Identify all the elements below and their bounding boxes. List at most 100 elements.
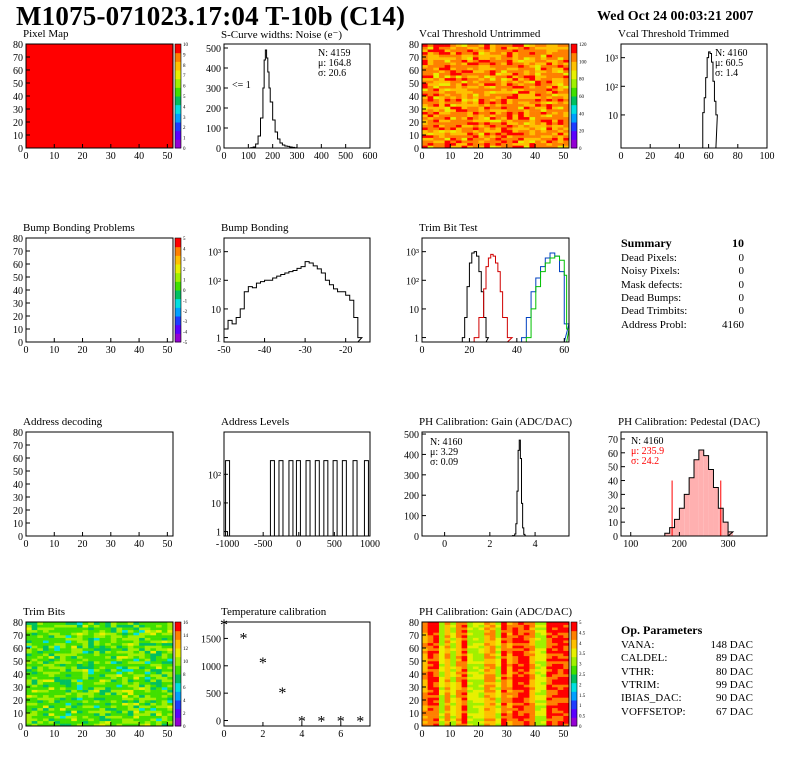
plot-frame [223, 431, 371, 537]
scatter-point: * [259, 655, 267, 672]
x-tick-label: -30 [298, 345, 311, 356]
y-tick-label: 60 [13, 644, 23, 655]
z-tick-label: 7 [183, 74, 186, 79]
x-tick-label: 30 [106, 345, 116, 356]
y-tick-label: 400 [404, 450, 419, 461]
y-tick-label: 20 [409, 696, 419, 707]
y-tick-label: 200 [404, 491, 419, 502]
z-tick-label: -2 [183, 310, 188, 315]
y-tick-label: 0 [18, 532, 23, 543]
z-tick-label: 3 [183, 258, 186, 263]
y-tick-label: 10 [13, 519, 23, 530]
y-tick-label: 10 [608, 111, 618, 122]
panel-ph-gain-map: PH Calibration: Gain (ADC/DAC) 0 10 20 30 40 5… [409, 606, 586, 740]
op-param-label: CALDEL: [621, 652, 668, 665]
x-tick-label: 500 [327, 539, 342, 550]
y-tick-label: 50 [13, 79, 23, 90]
x-tick-label: 300 [721, 539, 736, 550]
y-tick-label: 0 [216, 717, 221, 728]
y-tick-label: 80 [13, 40, 23, 51]
address-level-peak [314, 460, 320, 536]
z-tick-label: 0 [579, 725, 582, 730]
z-tick-label: 2 [579, 683, 582, 688]
y-tick-label: 50 [13, 273, 23, 284]
y-tick-label: 50 [608, 463, 618, 474]
x-tick-label: 30 [106, 539, 116, 550]
x-tick-label: 0 [296, 539, 301, 550]
x-tick-label: 50 [162, 151, 172, 162]
y-tick-label: 10 [13, 131, 23, 142]
plot-frame [25, 237, 174, 343]
address-level-peak [323, 460, 329, 536]
chart-svg: 0 100 200 300 400 500 600 0 100 200 300 400 500 N: 41… [206, 43, 378, 162]
y-tick-label: 20 [409, 118, 419, 129]
summary-row-label: Noisy Pixels: [621, 265, 680, 278]
z-tick-label: 5 [183, 237, 186, 242]
y-tick-label: 70 [13, 441, 23, 452]
x-tick-label: 10 [49, 151, 59, 162]
x-tick-label: 4 [533, 539, 538, 550]
op-param-value: 67 DAC [716, 705, 753, 718]
summary-row-value: 0 [738, 252, 745, 264]
y-tick-label: 0 [414, 144, 419, 155]
y-tick-label: 0 [414, 532, 419, 543]
pedestal-bar-fill [689, 477, 694, 536]
y-tick-label: 500 [206, 44, 221, 55]
x-tick-label: 0 [222, 729, 227, 740]
x-tick-label: 20 [474, 729, 484, 740]
x-tick-label: 80 [733, 151, 743, 162]
op-param-label: VTHR: [621, 665, 654, 678]
y-tick-label: 10 [211, 305, 221, 316]
scatter-point: * [239, 630, 247, 647]
y-tick-label: 30 [13, 299, 23, 310]
pedestal-bar-fill [703, 455, 709, 536]
y-tick-label: 60 [13, 260, 23, 271]
summary-row-label: Mask defects: [621, 278, 683, 291]
x-tick-label: -20 [339, 345, 352, 356]
op-param-label: VOFFSETOP: [621, 705, 686, 718]
x-tick-label: 4 [299, 729, 304, 740]
summary-row-value: 0 [738, 265, 745, 278]
address-level-peak [288, 460, 294, 536]
x-tick-label: 20 [78, 729, 88, 740]
z-tick-label: 1.5 [579, 694, 586, 699]
y-tick-label: 50 [409, 657, 419, 668]
z-tick-label: 2 [183, 712, 186, 717]
y-tick-label: 500 [404, 430, 419, 441]
op-param-value: 99 DAC [716, 678, 753, 691]
x-tick-label: 40 [134, 345, 144, 356]
z-tick-label: 0 [183, 289, 186, 294]
panel-title: Vcal Threshold Trimmed [618, 28, 730, 40]
x-tick-label: 10 [49, 345, 59, 356]
x-tick-label: 6 [338, 729, 343, 740]
y-tick-label: 80 [13, 618, 23, 629]
y-tick-label: 10³ [406, 248, 419, 259]
y-tick-label: 300 [206, 84, 221, 95]
panel-title: Vcal Threshold Untrimmed [419, 28, 541, 40]
op-param-value: 148 DAC [710, 639, 753, 651]
y-tick-label: 30 [13, 683, 23, 694]
x-tick-label: 60 [559, 345, 569, 356]
summary-row-value: 0 [738, 305, 745, 318]
panel-temperature: Temperature calibration********024605001… [201, 606, 371, 740]
y-tick-label: 70 [13, 631, 23, 642]
y-tick-label: 50 [13, 467, 23, 478]
x-tick-label: 100 [623, 539, 638, 550]
page-date: Wed Oct 24 00:03:21 2007 [597, 9, 754, 24]
hist-ph-gain-hist [511, 439, 527, 537]
z-tick-label: 12 [183, 647, 189, 652]
y-tick-label: 80 [409, 40, 419, 51]
y-tick-label: 30 [409, 683, 419, 694]
trim-series-green [525, 255, 570, 343]
x-tick-label: 30 [106, 151, 116, 162]
x-tick-label: 400 [314, 151, 329, 162]
panel-ph-pedestal: PH Calibration: Pedestal (DAC) 100 200 300 0… [608, 416, 768, 550]
x-tick-label: 40 [530, 729, 540, 740]
chart-svg: 0 10 20 30 40 5001020304050607080-5-4-3-2-101… [13, 234, 188, 356]
y-tick-label: 10³ [208, 248, 221, 259]
panel-title: Trim Bit Test [419, 222, 478, 234]
y-tick-label: 0 [18, 144, 23, 155]
x-tick-label: 0 [24, 729, 29, 740]
x-tick-label: -500 [254, 539, 272, 550]
